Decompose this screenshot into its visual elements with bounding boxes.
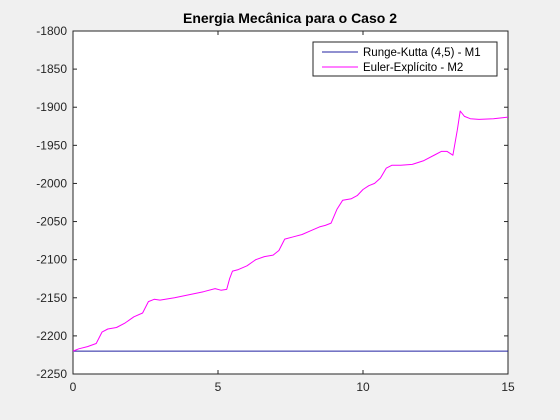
y-tick-label: -2100 [36,253,67,267]
x-tick-label: 15 [501,380,515,394]
x-tick-label: 0 [70,380,77,394]
legend-label: Runge-Kutta (4,5) - M1 [363,47,481,59]
y-tick-label: -1900 [36,100,67,114]
y-tick-label: -2000 [36,176,67,190]
legend: Runge-Kutta (4,5) - M1 Euler-Explícito - … [312,41,498,77]
y-tick-label: -2150 [36,291,67,305]
y-tick-label: -2200 [36,329,67,343]
series-line-2 [72,110,509,352]
y-tick-label: -1850 [36,62,67,76]
x-tick-label: 10 [356,380,370,394]
y-axis: -1800 -1850 -1900 -1950 -2000 -2050 -2100 -2150… [36,24,508,381]
series-layer [72,110,509,352]
plot-area [72,30,509,375]
legend-label: Euler-Explícito - M2 [363,62,463,74]
x-axis: 0 5 10 15 [70,31,515,394]
y-tick-label: -2250 [36,367,67,381]
legend-box [312,41,498,77]
y-tick-label: -2050 [36,215,67,229]
y-tick-label: -1800 [36,24,67,38]
y-tick-label: -1950 [36,138,67,152]
x-tick-label: 5 [215,380,222,394]
chart-title: Energia Mecânica para o Caso 2 [183,10,397,26]
